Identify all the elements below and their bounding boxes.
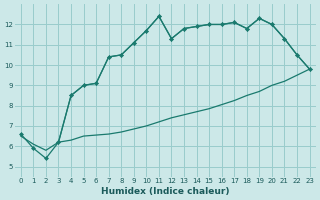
X-axis label: Humidex (Indice chaleur): Humidex (Indice chaleur) [101, 187, 229, 196]
